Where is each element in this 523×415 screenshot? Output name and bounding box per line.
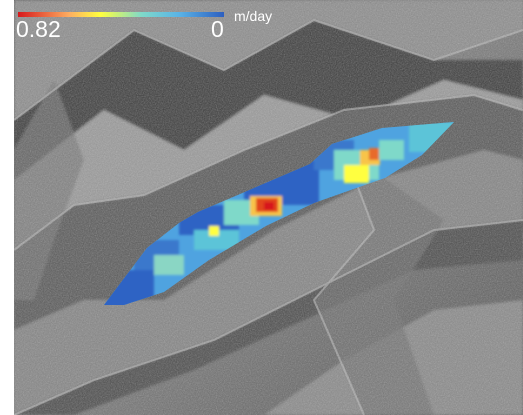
terrain-image (14, 0, 523, 415)
velocity-map: 0.82 0 m/day (14, 0, 523, 415)
